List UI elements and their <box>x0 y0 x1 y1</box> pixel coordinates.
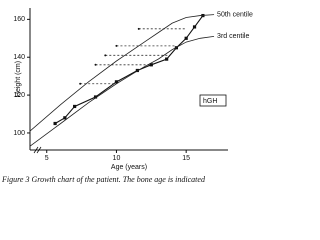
axis-break <box>33 146 42 154</box>
annotation: hGH <box>203 98 217 105</box>
x-tick-label: 15 <box>182 155 190 162</box>
y-tick-label: 100 <box>13 130 25 137</box>
data-point <box>165 57 169 61</box>
y-tick-label: 120 <box>13 92 25 99</box>
caption: Figure 3 Growth chart of the patient. Th… <box>1 175 206 184</box>
series-label: 3rd centile <box>217 33 249 40</box>
data-point <box>192 25 197 29</box>
series-line <box>29 14 215 132</box>
y-axis-label: Height (cm) <box>15 61 22 97</box>
y-tick-label: 160 <box>13 16 25 23</box>
data-point <box>53 121 57 126</box>
data-point <box>63 116 67 120</box>
data-point <box>114 80 119 84</box>
series-line <box>54 15 204 124</box>
data-point <box>184 36 188 40</box>
data-point <box>135 68 139 73</box>
data-point <box>73 104 77 109</box>
data-point <box>93 95 98 99</box>
series-line <box>29 36 215 147</box>
annotation-box <box>199 94 227 107</box>
x-axis-label: Age (years) <box>111 164 147 171</box>
x-tick-label: 5 <box>45 155 49 162</box>
bone-age-point <box>104 54 107 57</box>
x-tick-label: 10 <box>113 155 121 162</box>
series-label: 50th centile <box>217 11 253 18</box>
bone-age-point <box>137 27 140 30</box>
data-point <box>149 63 153 67</box>
chart: Height (cm) Age (years) hGH Figure 3 Gro… <box>1 8 253 184</box>
y-tick-label: 140 <box>13 54 25 61</box>
bone-age-point <box>94 63 97 66</box>
bone-age-point <box>115 44 118 47</box>
bone-age-point <box>79 82 82 85</box>
